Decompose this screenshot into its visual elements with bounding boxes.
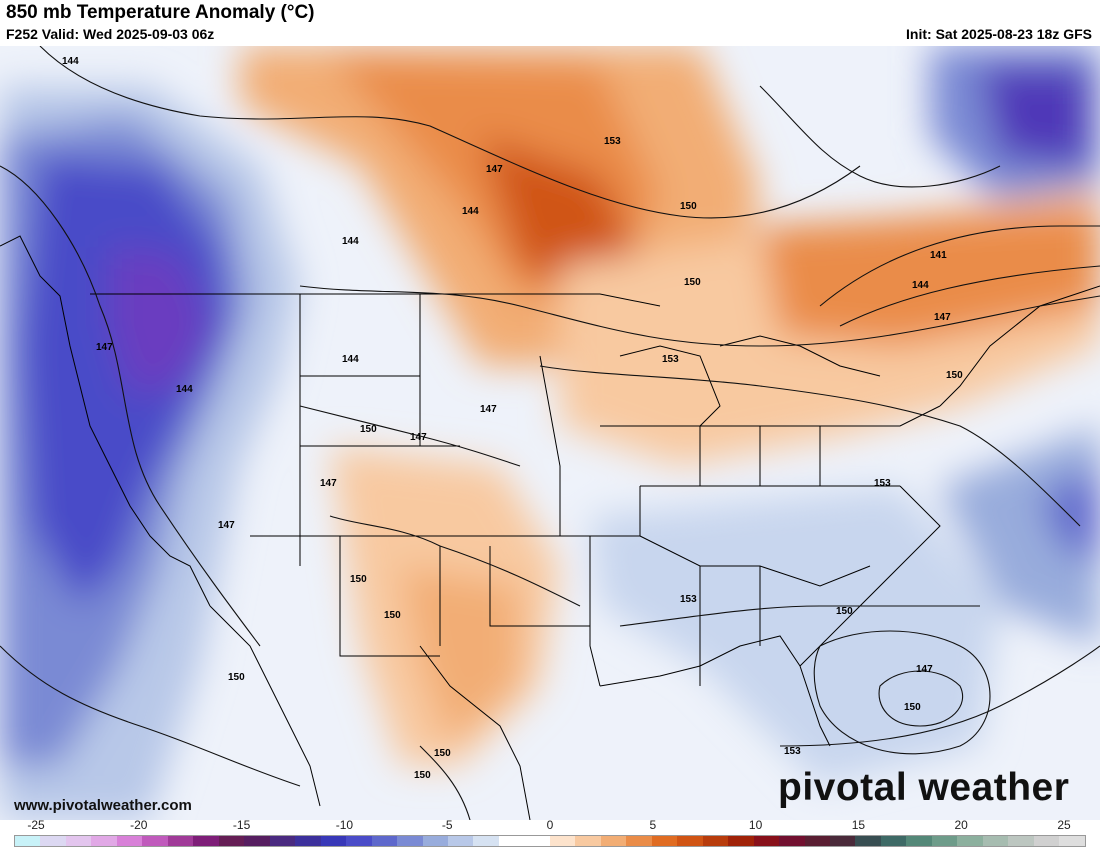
colorbar-swatch: [855, 836, 881, 846]
anomaly-map: 144 144 147 144 153 150 141 144 147 150 …: [0, 45, 1100, 821]
colorbar-swatch: [447, 836, 474, 846]
contour-label: 150: [360, 424, 377, 435]
colorbar-ticks: -25 -20 -15 -10 -5 0 5 10 15 20 25: [0, 818, 1100, 834]
contour-label: 144: [912, 280, 929, 291]
contour-label: 144: [62, 56, 79, 67]
colorbar-swatch: [346, 836, 372, 846]
contour-label: 150: [680, 201, 697, 212]
contour-label: 150: [414, 770, 431, 781]
contour-label: 153: [784, 746, 801, 757]
contour-label: 150: [434, 748, 451, 759]
colorbar-swatch: [1008, 836, 1034, 846]
contour-label: 144: [342, 354, 359, 365]
colorbar-swatch: [142, 836, 168, 846]
colorbar-swatch: [473, 836, 499, 846]
contour-label: 153: [680, 594, 697, 605]
colorbar-swatch: [1059, 836, 1085, 846]
contour-label: 147: [96, 342, 113, 353]
map-title: 850 mb Temperature Anomaly (°C): [6, 2, 315, 23]
colorbar-swatch: [830, 836, 856, 846]
colorbar-swatch: [40, 836, 66, 846]
contour-label: 150: [384, 610, 401, 621]
colorbar-tick-label: 15: [851, 818, 866, 832]
colorbar-swatch: [371, 836, 398, 846]
map-canvas: 144 144 147 144 153 150 141 144 147 150 …: [0, 45, 1100, 821]
anomaly-shading: [0, 46, 1100, 820]
colorbar-tick-label: 5: [649, 818, 657, 832]
contour-label: 147: [218, 520, 235, 531]
colorbar-swatch: [295, 836, 321, 846]
contour-label: 147: [480, 404, 497, 415]
colorbar-swatch: [116, 836, 143, 846]
contour-label: 147: [934, 312, 951, 323]
colorbar-tick-label: 0: [546, 818, 554, 832]
colorbar-swatch: [931, 836, 958, 846]
colorbar-swatch: [677, 836, 703, 846]
contour-label: 150: [228, 672, 245, 683]
colorbar-tick-label: -5: [441, 818, 453, 832]
colorbar-swatch: [65, 836, 92, 846]
contour-label: 144: [342, 236, 359, 247]
colorbar-tick-label: -25: [27, 818, 45, 832]
colorbar-swatch: [575, 836, 601, 846]
colorbar-swatch: [15, 836, 41, 846]
colorbar-swatch: [524, 836, 550, 846]
header: 850 mb Temperature Anomaly (°C) F252 Val…: [0, 0, 1100, 46]
colorbar-swatch: [422, 836, 448, 846]
contour-label: 150: [836, 606, 853, 617]
valid-time: F252 Valid: Wed 2025-09-03 06z: [6, 26, 215, 42]
colorbar-swatch: [320, 836, 347, 846]
contour-label-group: 144 144 147 144 153 150 141 144 147 150 …: [62, 56, 963, 781]
colorbar-tick-label: -20: [130, 818, 148, 832]
colorbar-swatch: [549, 836, 576, 846]
colorbar-swatch: [728, 836, 754, 846]
colorbar-tick-label: 10: [748, 818, 763, 832]
colorbar-tick-label: -10: [335, 818, 354, 832]
colorbar-swatch: [702, 836, 729, 846]
colorbar-swatch: [982, 836, 1009, 846]
colorbar-swatch: [91, 836, 117, 846]
colorbar-swatch: [1033, 836, 1060, 846]
political-boundaries: [0, 235, 1100, 821]
colorbar-swatch: [779, 836, 805, 846]
contour-label: 144: [176, 384, 193, 395]
colorbar-swatch: [397, 836, 423, 846]
colorbar-swatch: [957, 836, 983, 846]
contour-label: 147: [916, 664, 933, 675]
colorbar-swatch: [498, 836, 525, 846]
colorbar-tick-label: 25: [1057, 818, 1071, 832]
colorbar-swatch: [804, 836, 830, 846]
colorbar-swatch: [244, 836, 270, 846]
colorbar: [14, 835, 1086, 847]
colorbar-swatch: [193, 836, 219, 846]
colorbar-tick-label: 20: [954, 818, 968, 832]
contour-label: 150: [684, 277, 701, 288]
contour-label: 141: [930, 250, 947, 261]
height-contours: [0, 45, 1100, 821]
colorbar-swatch: [880, 836, 907, 846]
colorbar-swatch: [626, 836, 652, 846]
contour-label: 147: [410, 432, 427, 443]
contour-label: 153: [662, 354, 679, 365]
colorbar-swatch: [269, 836, 296, 846]
init-time: Init: Sat 2025-08-23 18z GFS: [906, 26, 1092, 42]
colorbar-swatch: [906, 836, 932, 846]
contour-label: 147: [486, 164, 503, 175]
contour-label: 150: [904, 702, 921, 713]
colorbar-swatch: [167, 836, 194, 846]
contour-label: 144: [462, 206, 479, 217]
contour-label: 147: [320, 478, 337, 489]
colorbar-swatch: [753, 836, 780, 846]
colorbar-swatch: [218, 836, 245, 846]
contour-label: 153: [874, 478, 891, 489]
contour-label: 153: [604, 136, 621, 147]
colorbar-swatch: [600, 836, 627, 846]
brand-logo: pivotal weather: [778, 766, 1070, 809]
colorbar-swatch: [651, 836, 678, 846]
site-url: www.pivotalweather.com: [14, 797, 192, 814]
colorbar-tick-label: -15: [232, 818, 251, 832]
contour-label: 150: [350, 574, 367, 585]
contour-label: 150: [946, 370, 963, 381]
